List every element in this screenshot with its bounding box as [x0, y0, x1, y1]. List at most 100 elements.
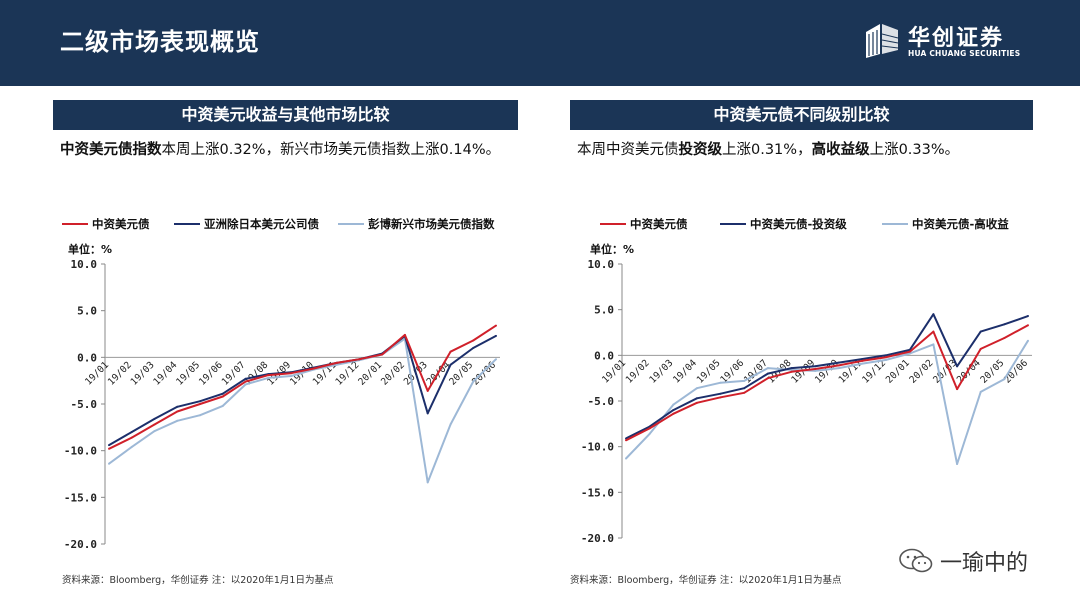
data-point [472, 347, 475, 349]
data-point [837, 367, 840, 370]
x-tick-label: 20/02 [379, 360, 407, 388]
data-point [130, 431, 133, 433]
data-point [358, 358, 361, 361]
left-line-chart: 10.05.00.0-5.0-10.0-15.0-20.019/0119/021… [64, 258, 500, 551]
legend-swatch [882, 222, 908, 225]
data-point [426, 412, 429, 415]
legend-item: 中资美元债-投资级 [720, 216, 847, 232]
data-point [837, 361, 840, 364]
watermark-text: 一瑜中的 [940, 551, 1029, 576]
company-logo: 华创证券 HUA CHUANG SECURITIES [862, 20, 1032, 64]
series-group [108, 337, 497, 484]
legend-item: 中资美元债 [62, 216, 150, 232]
x-tick-label: 19/04 [671, 357, 699, 385]
x-tick-label: 20/06 [470, 359, 498, 387]
data-point [766, 367, 769, 370]
data-point [837, 364, 840, 367]
data-point [932, 343, 935, 346]
data-point [766, 377, 769, 380]
data-point [221, 392, 224, 395]
y-tick-label: -15.0 [581, 486, 614, 499]
legend-item: 中资美元债 [600, 216, 688, 232]
data-point [290, 375, 293, 377]
legend-swatch [62, 222, 88, 225]
header-bar: 二级市场表现概览 华创证券 HUA CHUANG SECURITIES [0, 0, 1080, 86]
data-point [1027, 339, 1029, 342]
data-point [766, 372, 769, 375]
logo-name-en: HUA CHUANG SECURITIES [908, 49, 1021, 58]
right-description: 本周中资美元债投资级上涨0.31%，高收益级上涨0.33%。 [577, 140, 1032, 161]
legend-label: 中资美元债-高收益 [912, 217, 1009, 231]
data-point [743, 391, 746, 394]
data-point [956, 463, 959, 466]
data-point [495, 324, 497, 327]
y-tick-label: 5.0 [77, 305, 97, 318]
data-point [472, 339, 475, 342]
left-source-note: 资料来源：Bloomberg，华创证券 注：以2020年1月1日为基点 [62, 575, 334, 586]
series-group [108, 334, 497, 447]
legend-item: 亚洲除日本美元公司债 [174, 216, 319, 232]
right-desc-bold2: 高收益级 [811, 142, 870, 158]
data-point [244, 377, 247, 380]
series-group [108, 324, 497, 450]
data-point [672, 412, 675, 415]
series-line [625, 324, 1029, 442]
data-point [719, 396, 722, 399]
y-tick-label: 10.0 [71, 258, 98, 271]
data-point [861, 357, 864, 360]
data-point [719, 392, 722, 395]
x-tick-label: 19/06 [197, 359, 225, 387]
left-chart-legend: 中资美元债 亚洲除日本美元公司债 彭博新兴市场美元债指数 [62, 216, 522, 234]
data-point [861, 362, 864, 365]
data-point [979, 347, 982, 350]
data-point [1003, 378, 1006, 381]
series-line [108, 324, 497, 450]
legend-swatch [600, 222, 626, 225]
legend-item: 彭博新兴市场美元债指数 [338, 216, 495, 232]
page-title: 二级市场表现概览 [60, 28, 260, 56]
data-point [956, 388, 959, 391]
data-point [449, 423, 452, 426]
y-tick-label: -5.0 [588, 395, 615, 408]
data-point [743, 379, 746, 382]
data-point [403, 333, 406, 336]
data-point [814, 365, 817, 368]
y-tick-label: -20.0 [64, 538, 97, 551]
right-line-chart: 10.05.00.0-5.0-10.0-15.0-20.019/0119/021… [581, 258, 1032, 545]
right-desc-bold1: 投资级 [678, 142, 723, 158]
data-point [426, 389, 429, 392]
data-point [312, 367, 315, 370]
data-point [956, 365, 959, 368]
data-point [814, 368, 817, 371]
data-point [695, 397, 698, 400]
data-point [495, 334, 497, 337]
data-point [1027, 324, 1029, 327]
data-point [426, 481, 429, 484]
y-tick-label: -15.0 [64, 491, 97, 504]
data-point [790, 368, 793, 371]
data-point [979, 390, 982, 393]
data-point [176, 419, 179, 422]
data-point [695, 401, 698, 404]
data-point [908, 350, 911, 353]
x-tick-label: 20/01 [884, 357, 912, 385]
x-tick-label: 19/04 [151, 359, 179, 387]
x-tick-label: 20/05 [978, 358, 1006, 386]
data-point [449, 363, 452, 366]
left-desc-bold: 中资美元债指数 [60, 142, 162, 158]
legend-item: 中资美元债-高收益 [882, 216, 1009, 232]
x-tick-label: 19/03 [129, 360, 157, 388]
data-point [108, 447, 110, 450]
left-section-heading: 中资美元收益与其他市场比较 [53, 100, 518, 130]
data-point [381, 353, 384, 356]
data-point [221, 404, 224, 407]
data-point [176, 410, 179, 413]
y-tick-label: -10.0 [581, 441, 614, 454]
legend-label: 亚洲除日本美元公司债 [204, 217, 319, 231]
series-group [625, 324, 1029, 442]
y-tick-label: -5.0 [71, 398, 98, 411]
x-tick-label: 19/03 [647, 358, 675, 386]
data-point [153, 430, 156, 433]
right-source-note: 资料来源：Bloomberg，华创证券 注：以2020年1月1日为基点 [570, 575, 842, 586]
data-point [885, 354, 888, 357]
